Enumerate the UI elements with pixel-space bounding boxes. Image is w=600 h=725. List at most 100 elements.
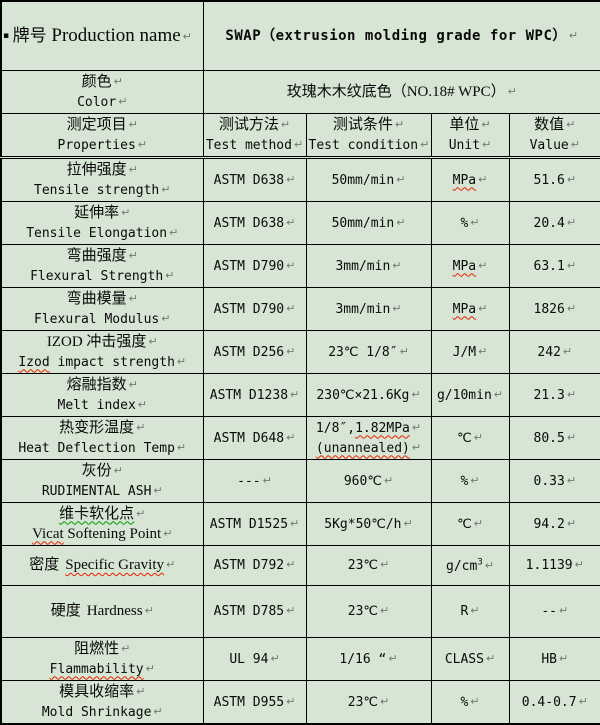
row-rudimental-ash: 灰份 ↵ RUDIMENTAL ASH ↵ --- ↵ 960℃ ↵ % ↵ 0.33 ↵ [0, 458, 600, 503]
header-value: 数值 ↵ Value ↵ [508, 112, 600, 159]
paragraph-mark-icon: ↵ [121, 641, 131, 655]
condition-value: 23℃ [347, 694, 379, 710]
paragraph-mark-icon: ↵ [163, 526, 173, 540]
row-tensile-strength: 拉伸强度 ↵ Tensile strength ↵ ASTM D638 ↵ 50mm/… [0, 156, 600, 202]
paragraph-mark-icon: ↵ [286, 604, 296, 617]
header-value-cn: 数值 [534, 116, 565, 133]
method-cell: --- ↵ [202, 458, 307, 503]
paragraph-mark-icon: ↵ [148, 334, 158, 348]
condition-cell: 23℃ ↵ [305, 679, 432, 724]
paragraph-mark-icon: ↵ [128, 162, 138, 176]
condition-cell: 1/8″,1.82MPa ↵ (unannealed) ↵ [305, 415, 432, 460]
method-value: ASTM D648 [213, 430, 285, 446]
paragraph-mark-icon: ↵ [169, 225, 179, 239]
unit-value: % [460, 694, 469, 710]
paragraph-mark-icon: ↵ [113, 463, 123, 477]
property-cell: IZOD 冲击强度 ↵ Izod impact strength ↵ [0, 329, 204, 374]
paragraph-mark-icon: ↵ [574, 558, 584, 571]
property-en: Flexural Modulus [34, 311, 160, 327]
paragraph-mark-icon: ↵ [136, 420, 146, 434]
property-cn: 延伸率 [74, 204, 120, 221]
value-cell: -- ↵ [508, 584, 600, 638]
condition-cell: 3mm/min ↵ [305, 243, 432, 288]
paragraph-mark-icon: ↵ [286, 172, 296, 186]
method-value: UL 94 [229, 651, 269, 667]
paragraph-mark-icon: ↵ [128, 117, 138, 131]
condition-value: 5Kg*50℃/h [324, 516, 402, 532]
row-flammability: 阻燃性 ↵ Flammability ↵ UL 94 ↵ 1/16 “↵ CLASS ↵… [0, 636, 600, 681]
paragraph-mark-icon: ↵ [562, 344, 573, 358]
method-cell: ASTM D1238 ↵ [202, 372, 307, 417]
property-cn: 模具收缩率 [59, 683, 135, 700]
row-specific-gravity: 密度 Specific Gravity ↵ ASTM D792 ↵ 23℃ ↵ g/cm… [0, 544, 600, 586]
paragraph-mark-icon: ↵ [392, 301, 402, 315]
paragraph-mark-icon: ↵ [507, 84, 517, 98]
property-cell: 灰份 ↵ RUDIMENTAL ASH ↵ [0, 458, 204, 503]
bullet-icon: ▪ [3, 30, 10, 41]
paragraph-mark-icon: ↵ [578, 694, 588, 708]
header-unit-cn: 单位 [449, 116, 480, 133]
value-value: 21.3 [533, 387, 565, 403]
condition-value: 23℃ [347, 604, 379, 619]
unit-value: R [460, 604, 469, 619]
paragraph-mark-icon: ↵ [380, 604, 390, 617]
unit-value: MPa [452, 301, 477, 317]
method-value: ASTM D785 [213, 604, 285, 619]
property-en: Flexural Strength [30, 268, 164, 284]
header-test-method: 测试方法 ↵ Test method ↵ [202, 112, 307, 159]
method-value: ASTM D256 [213, 344, 285, 360]
value-value: 94.2 [533, 516, 565, 532]
condition-value-squiggled: 1.82MPa [355, 420, 410, 436]
paragraph-mark-icon: ↵ [144, 604, 154, 617]
unit-cell: J/M ↵ [430, 329, 510, 374]
paragraph-mark-icon: ↵ [176, 354, 187, 368]
property-cell: 热变形温度 ↵ Heat Deflection Temp ↵ [0, 415, 204, 460]
production-name-row: ▪ 牌号 Production name ↵ SWAP（extrusion mol… [0, 0, 600, 71]
unit-value: g/10min [436, 387, 492, 403]
paragraph-mark-icon: ↵ [396, 215, 406, 229]
method-value: ASTM D792 [213, 558, 285, 573]
property-cell: 弯曲强度 ↵ Flexural Strength ↵ [0, 243, 204, 288]
value-cell: 51.6 ↵ [508, 156, 600, 202]
unit-value: J/M [452, 344, 477, 360]
value-cell: 21.3 ↵ [508, 372, 600, 417]
method-value: ASTM D955 [213, 694, 285, 710]
value-value: 0.4-0.7 [521, 694, 577, 710]
property-en: Softening Point [63, 525, 162, 542]
paragraph-mark-icon: ↵ [137, 397, 147, 411]
value-cell: 94.2 ↵ [508, 501, 600, 546]
paragraph-mark-icon: ↵ [470, 473, 480, 487]
value-value: 1826 [533, 301, 565, 317]
column-header-row: 测定项目 ↵ Properties ↵ 测试方法 ↵ Test method ↵ 测试条… [0, 112, 600, 159]
property-cn: IZOD 冲击强度 [46, 333, 147, 350]
header-test-condition-en: Test condition [308, 137, 419, 153]
value-cell: 0.33 ↵ [508, 458, 600, 503]
paragraph-mark-icon: ↵ [473, 430, 483, 444]
paragraph-mark-icon: ↵ [481, 117, 491, 131]
paragraph-mark-icon: ↵ [136, 506, 146, 520]
paragraph-mark-icon: ↵ [161, 311, 171, 325]
method-value: ASTM D790 [213, 301, 285, 317]
unit-cell: MPa ↵ [430, 243, 510, 288]
paragraph-mark-icon: ↵ [558, 604, 569, 617]
color-row: 颜色 ↵ Color ↵ 玫瑰木木纹底色（NO.18# WPC） ↵ [0, 69, 600, 114]
condition-cell: 5Kg*50℃/h ↵ [305, 501, 432, 546]
condition-cell: 50mm/min ↵ [305, 200, 432, 245]
color-cn: 颜色 [81, 73, 112, 90]
unit-value: MPa [452, 258, 477, 274]
paragraph-mark-icon: ↵ [121, 205, 131, 219]
paragraph-mark-icon: ↵ [293, 137, 304, 151]
paragraph-mark-icon: ↵ [485, 651, 496, 665]
paragraph-mark-icon: ↵ [182, 29, 192, 43]
row-flexural-strength: 弯曲强度 ↵ Flexural Strength ↵ ASTM D790 ↵ 3mm/… [0, 243, 600, 288]
property-cn: 拉伸强度 [66, 161, 127, 178]
header-properties: 测定项目 ↵ Properties ↵ [0, 112, 204, 159]
condition-cell: 23℃ ↵ [305, 584, 432, 638]
paragraph-mark-icon: ↵ [566, 172, 577, 186]
condition-cell: 1/16 “↵ [305, 636, 432, 681]
paragraph-mark-icon: ↵ [153, 483, 163, 497]
property-cell: 模具收缩率 ↵ Mold Shrinkage ↵ [0, 679, 204, 724]
header-value-en: Value [529, 137, 569, 153]
row-heat-deflection-temp: 热变形温度 ↵ Heat Deflection Temp ↵ ASTM D648 ↵ … [0, 415, 600, 460]
